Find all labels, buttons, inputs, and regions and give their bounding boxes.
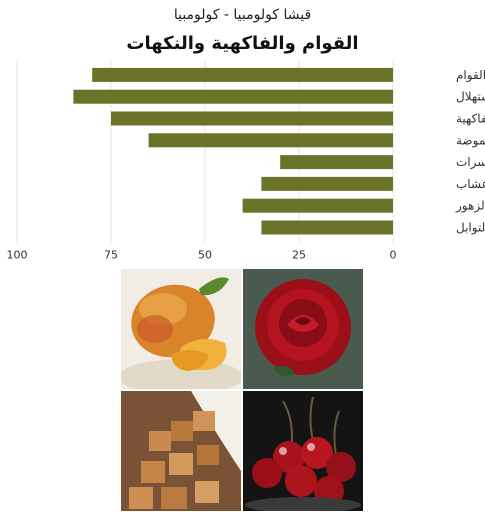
bar xyxy=(261,220,393,235)
chart-subtitle: قيشا كولومبيا - كولومبيا xyxy=(173,7,312,23)
category-label: الفاكهية xyxy=(456,112,485,126)
category-label: التوابل xyxy=(456,221,485,236)
bar xyxy=(92,67,393,82)
mango-photo-icon xyxy=(121,269,241,389)
category-label: الزهور xyxy=(455,199,485,214)
category-label: الحموضة xyxy=(456,133,485,148)
cherries-photo-icon xyxy=(243,391,363,511)
category-label: المكسرات xyxy=(456,155,485,170)
x-tick-label: 0 xyxy=(390,248,397,261)
grid-lines xyxy=(16,60,394,243)
x-tick-label: 50 xyxy=(198,248,212,261)
bar xyxy=(148,133,393,148)
bar xyxy=(242,198,393,213)
bar xyxy=(111,111,393,126)
x-tick-label: 75 xyxy=(104,248,118,261)
category-label: الاستهلال xyxy=(456,90,485,104)
category-label: الأعشاب xyxy=(456,176,485,191)
bars xyxy=(73,67,394,235)
chart-title: القوام والفاكهية والنكهات xyxy=(126,33,359,54)
bar-chart: القوام الاستهلال الفاكهية الحموضة المكسرات ال… xyxy=(7,60,485,261)
category-label: القوام xyxy=(456,68,485,83)
x-tick-label: 100 xyxy=(7,248,28,261)
rose-photo-icon xyxy=(243,269,363,389)
brown-sugar-photo-icon xyxy=(121,391,241,511)
bar xyxy=(73,89,394,104)
bar xyxy=(261,176,393,191)
bar xyxy=(280,155,393,170)
tick-labels: 0 25 50 75 100 xyxy=(7,248,397,261)
category-labels: القوام الاستهلال الفاكهية الحموضة المكسرات ال… xyxy=(455,68,485,236)
x-tick-label: 25 xyxy=(292,248,306,261)
flavor-photo-grid xyxy=(121,269,364,512)
